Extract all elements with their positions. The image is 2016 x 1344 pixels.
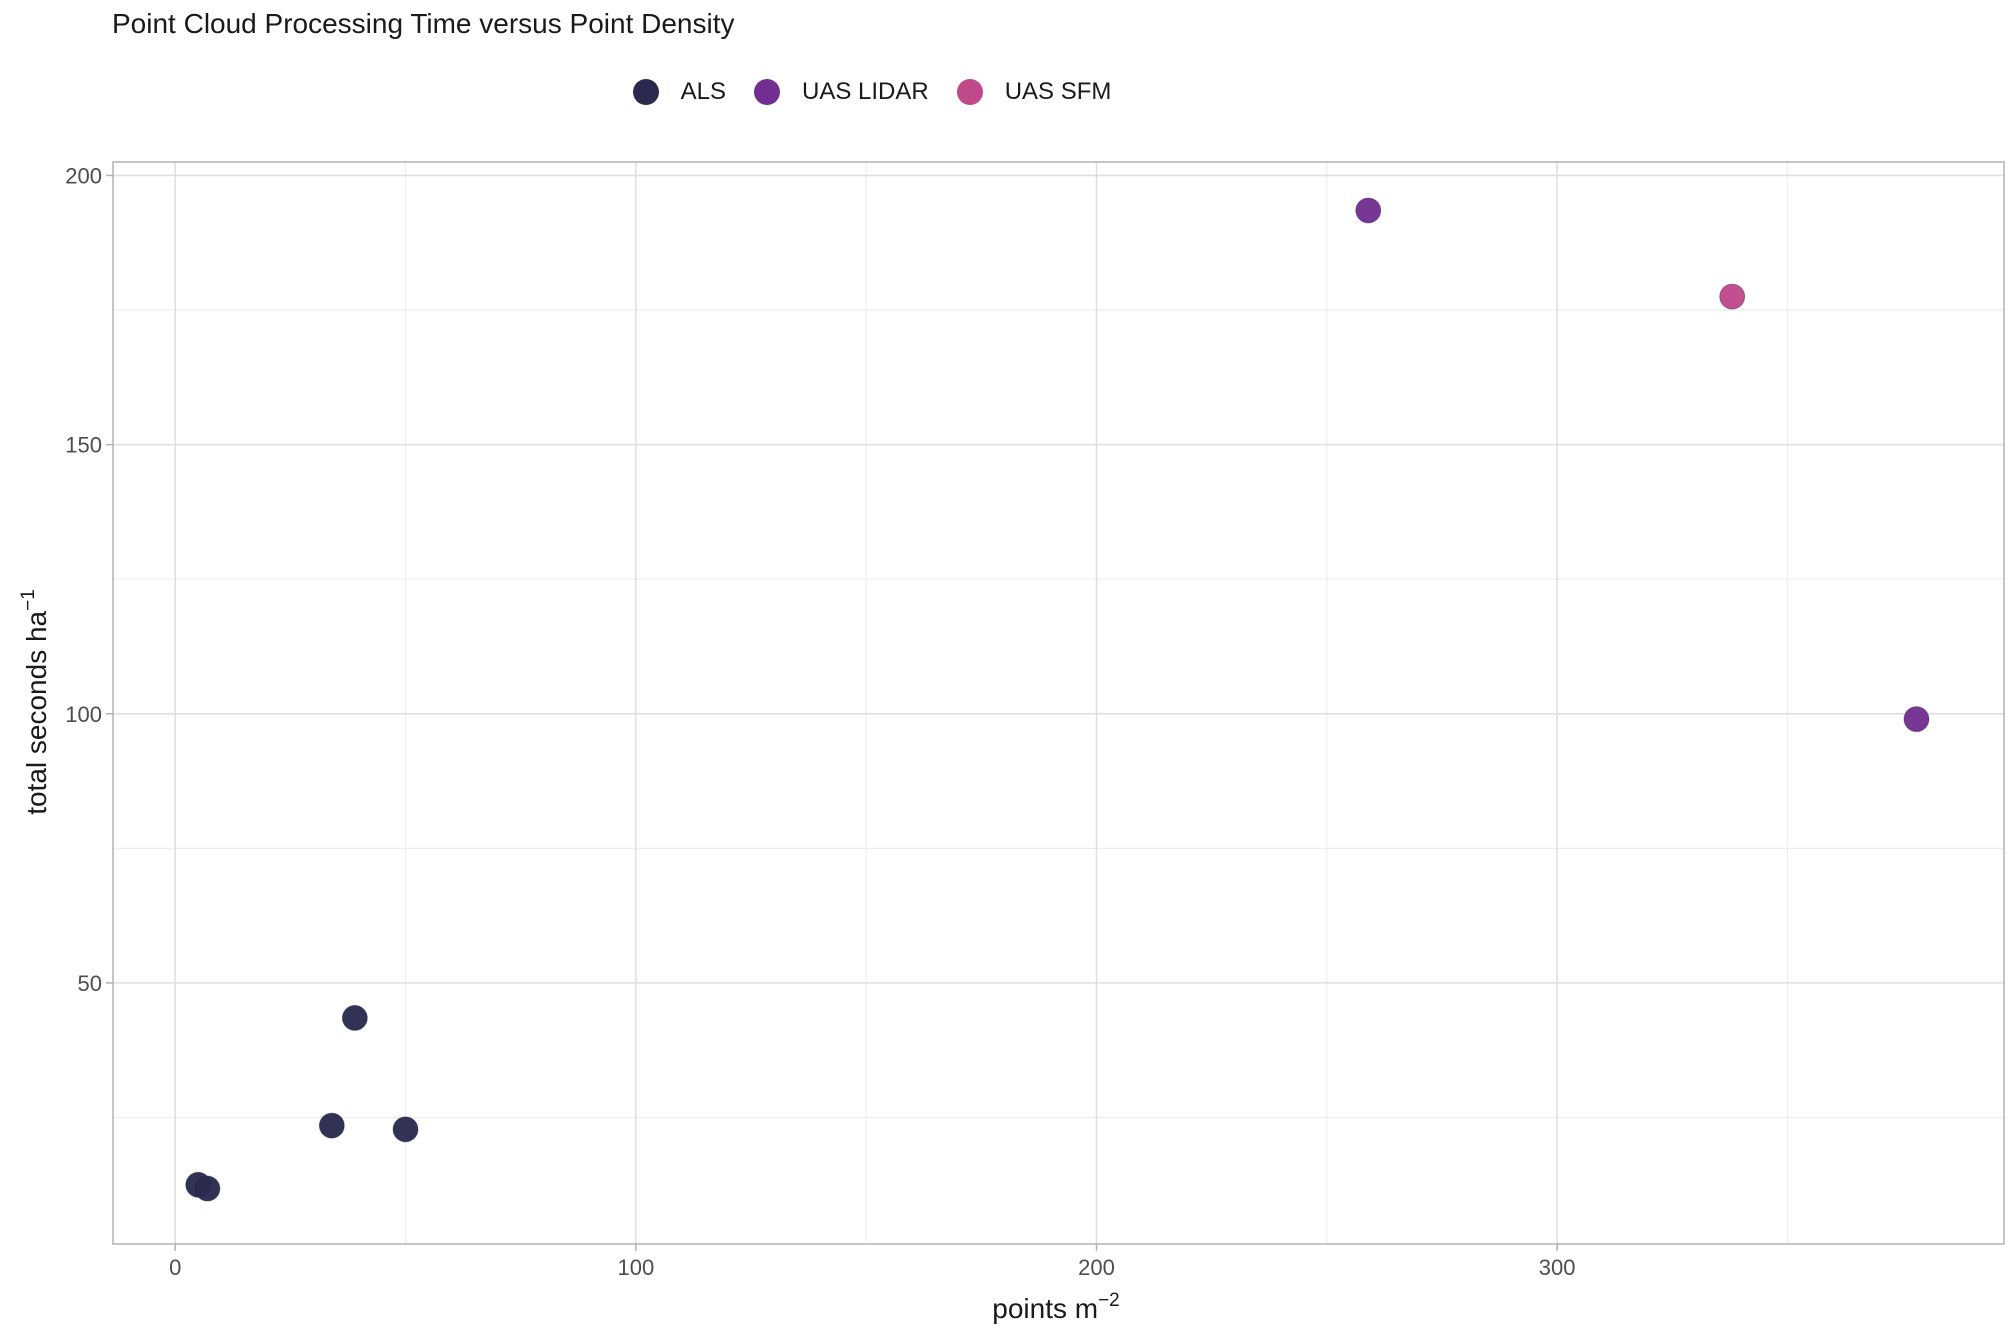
x-axis-title-text: points m	[992, 1293, 1098, 1324]
y-axis-title-text: total seconds ha	[21, 610, 52, 814]
legend-key-als	[632, 79, 659, 105]
legend-label-als: ALS	[680, 78, 726, 105]
x-axis-title: points m−2	[992, 1290, 1120, 1324]
legend-key-uas-sfm	[956, 79, 983, 105]
panel-border	[112, 161, 2005, 1245]
data-points	[185, 197, 1930, 1202]
grid-minor	[113, 162, 2004, 1244]
legend-key-uas-lidar	[753, 79, 780, 105]
y-axis-title-superscript: −1	[18, 589, 39, 611]
x-tick-label: 100	[617, 1255, 654, 1280]
point-als	[318, 1112, 345, 1139]
x-tick-label: 300	[1539, 1255, 1576, 1280]
legend-item-uas-sfm: UAS SFM	[956, 78, 1112, 106]
point-als	[341, 1004, 368, 1031]
legend-label-uas-lidar: UAS LIDAR	[801, 78, 929, 105]
grid-major	[113, 162, 2004, 1244]
legend-label-uas-sfm: UAS SFM	[1004, 78, 1112, 105]
y-axis-title: total seconds ha−1	[18, 589, 52, 815]
axis-ticks	[106, 174, 1558, 1251]
x-tick-label: 0	[169, 1255, 181, 1280]
y-tick-label: 150	[65, 433, 102, 458]
point-als	[392, 1116, 419, 1143]
point-uas-lidar	[1355, 197, 1382, 224]
chart-title: Point Cloud Processing Time versus Point…	[112, 8, 735, 39]
legend-item-uas-lidar: UAS LIDAR	[753, 78, 929, 106]
legend-item-als: ALS	[632, 78, 726, 106]
y-tick-label: 100	[65, 702, 102, 727]
point-uas-sfm	[1719, 283, 1746, 310]
axis-tick-labels: 0 100 200 300 50 100 150 200	[65, 163, 1575, 1280]
point-uas-lidar	[1903, 706, 1930, 733]
point-als	[194, 1175, 221, 1202]
y-tick-label: 50	[78, 971, 102, 996]
legend: ALS UAS LIDAR UAS SFM	[0, 78, 1744, 106]
x-tick-label: 200	[1078, 1255, 1115, 1280]
x-axis-title-superscript: −2	[1098, 1290, 1120, 1311]
y-tick-label: 200	[65, 163, 102, 188]
